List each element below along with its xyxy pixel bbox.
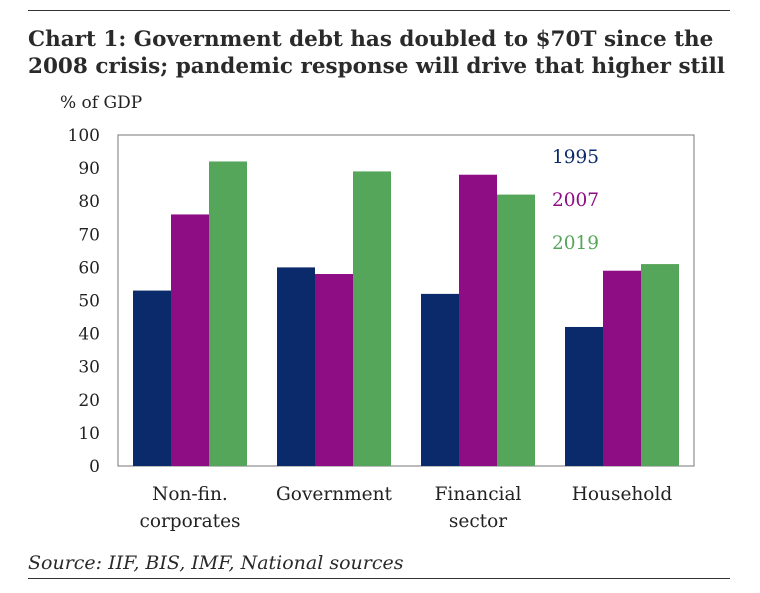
bar-2007 — [315, 274, 353, 466]
y-tick-label: 100 — [68, 126, 100, 146]
labels: % of GDP Non-fin. corporates Government Fina… — [60, 93, 672, 532]
x-category-label: sector — [449, 511, 507, 532]
legend-entry-1995: 1995 — [552, 147, 599, 168]
x-category-label: Financial — [435, 484, 522, 505]
plot-frame — [117, 134, 695, 467]
x-category-label: Government — [276, 484, 392, 505]
source-note: Source: IIF, BIS, IMF, National sources — [28, 552, 404, 574]
top-rule — [28, 10, 730, 11]
bar-2007 — [171, 214, 209, 466]
x-category-label: Household — [572, 484, 673, 505]
y-tick-label: 40 — [78, 325, 100, 345]
y-tick-label: 0 — [89, 457, 100, 477]
y-tick-label: 70 — [78, 225, 100, 245]
bar-2007 — [459, 174, 497, 466]
bottom-rule — [28, 578, 730, 579]
y-tick-label: 20 — [78, 391, 100, 411]
bar-2019 — [353, 171, 391, 466]
y-tick-label: 50 — [78, 292, 100, 312]
bar-1995 — [277, 267, 315, 466]
y-tick-label: 30 — [78, 358, 100, 378]
legend-entry-2019: 2019 — [552, 233, 599, 254]
y-axis-label: % of GDP — [60, 93, 142, 113]
bar-2019 — [641, 264, 679, 466]
bar-1995 — [421, 293, 459, 466]
y-tick-label: 10 — [78, 424, 100, 444]
bar-1995 — [133, 290, 171, 466]
y-tick-label: 80 — [78, 192, 100, 212]
y-tick-label: 60 — [78, 258, 100, 278]
bar-2007 — [603, 270, 641, 466]
x-category-label: corporates — [139, 511, 240, 532]
bar-1995 — [565, 326, 603, 466]
y-tick-label: 90 — [78, 159, 100, 179]
chart-title: Chart 1: Government debt has doubled to … — [28, 27, 725, 79]
bar-2019 — [209, 161, 247, 467]
x-category-label: Non-fin. — [152, 484, 228, 505]
legend-entry-2007: 2007 — [552, 190, 599, 211]
bar-2019 — [497, 194, 535, 466]
bars — [133, 161, 679, 467]
axes: 0 10 20 30 40 50 60 70 80 90 100 — [68, 126, 695, 477]
